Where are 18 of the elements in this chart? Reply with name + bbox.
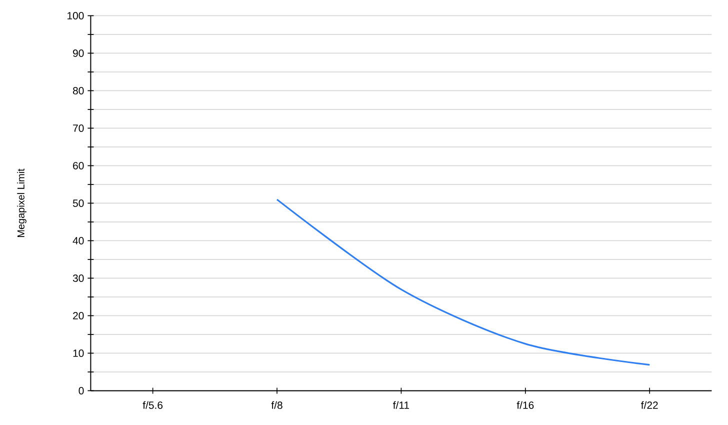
- y-axis-title: Megapixel Limit: [17, 168, 26, 237]
- x-tick-label: f/8: [271, 401, 282, 409]
- y-tick-label: 0: [78, 387, 84, 394]
- y-tick-label: 40: [72, 237, 84, 244]
- y-tick-label: 60: [73, 162, 84, 170]
- x-tick-label: f/5.6: [142, 401, 163, 409]
- y-tick-label: 20: [73, 312, 84, 320]
- y-tick-label: 10: [73, 350, 84, 357]
- y-tick-label: 100: [68, 12, 84, 20]
- y-tick-label: 90: [73, 50, 84, 57]
- y-tick-label: 50: [72, 200, 84, 207]
- x-tick-label: f/22: [641, 401, 658, 409]
- y-tick-label: 30: [72, 274, 84, 282]
- y-tick-label: 70: [73, 124, 84, 132]
- line-series: [276, 198, 650, 366]
- x-tick-label: f/16: [516, 401, 534, 409]
- y-tick-label: 80: [72, 87, 84, 94]
- x-tick-label: f/11: [393, 401, 410, 409]
